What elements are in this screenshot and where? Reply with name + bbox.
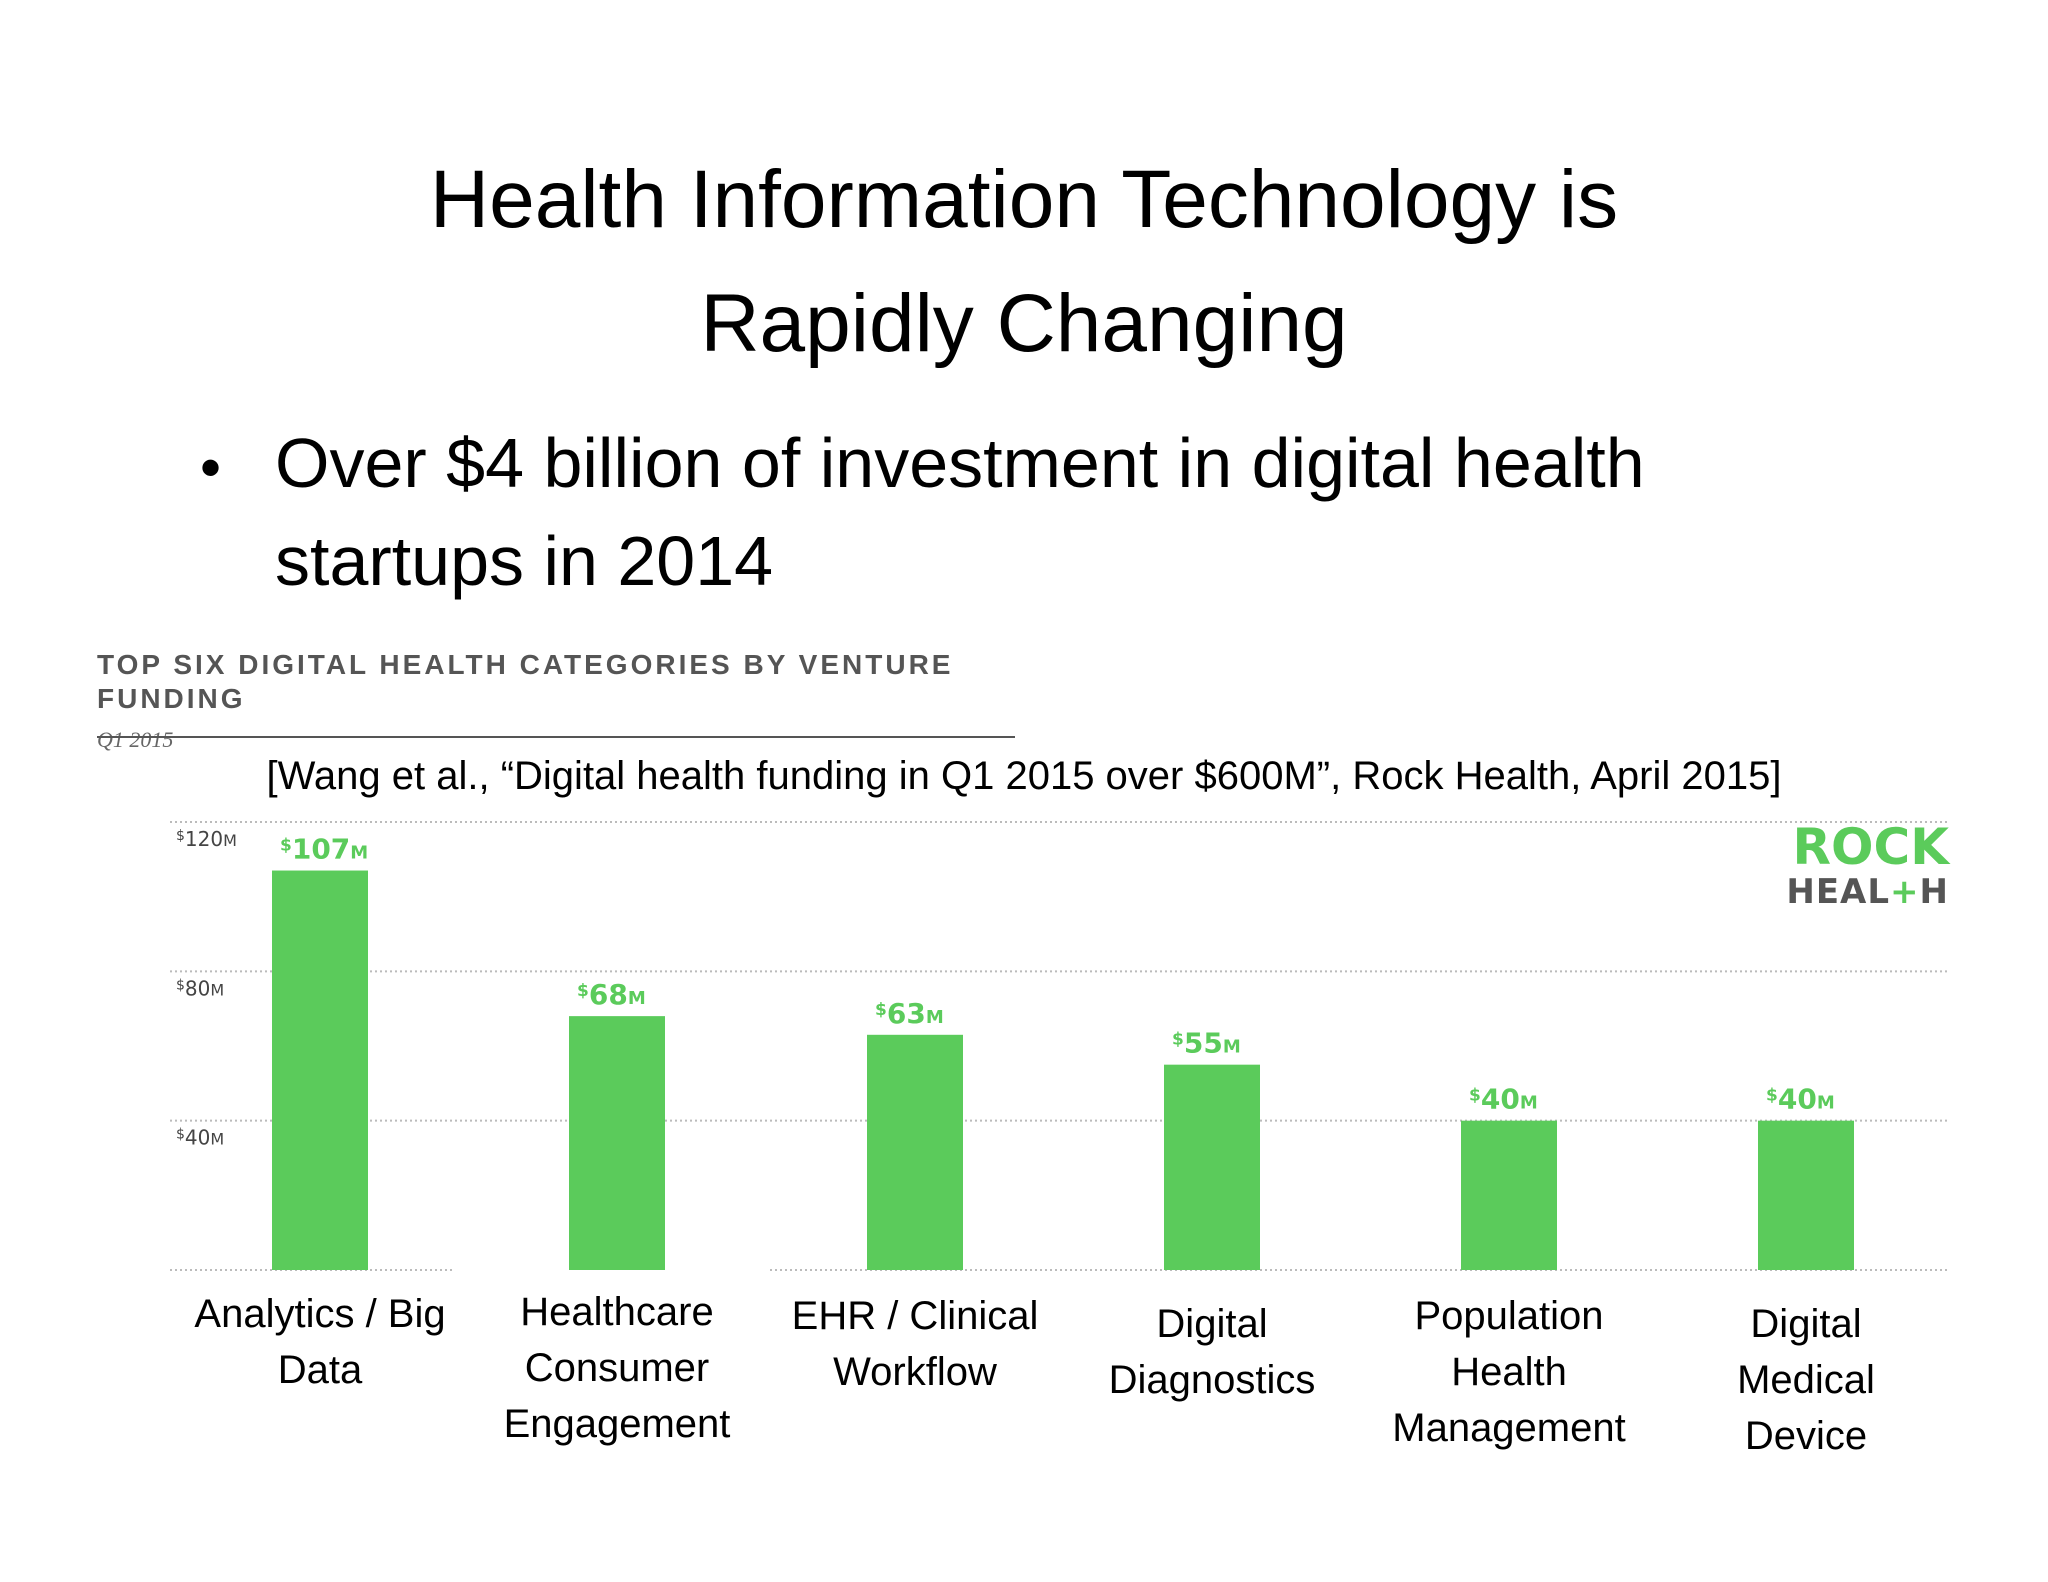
bar-2 [867,1034,963,1270]
x-axis-category-label: Analytics / Big Data [194,1292,446,1392]
bar-5 [1758,1120,1854,1270]
bullet-point: • Over $4 billion of investment in digit… [200,414,1860,610]
x-axis-category-label: EHR / Clinical Workflow [791,1294,1039,1394]
bar-value-label: $68M [577,978,646,1011]
logo-rock-text: ROCK [1792,818,1949,876]
bar-4 [1461,1120,1557,1270]
slide-title-line-2: Rapidly Changing [700,278,1348,369]
bar-value-label: $107M [280,833,368,866]
bar-1 [569,1016,665,1270]
bar-value-label: $40M [1469,1083,1538,1116]
logo-plus-icon: + [1890,872,1920,912]
logo-health-part-2: H [1919,872,1949,912]
chart-subtitle: Q1 2015 [97,727,174,752]
chart-bars [272,870,1854,1270]
bar-value-label: $63M [875,997,944,1030]
y-tick-label: $80M [176,976,224,1000]
x-axis-category-label: Population Health Management [1392,1294,1626,1450]
x-axis-category-label: Digital Medical Device [1737,1302,1875,1458]
bar-3 [1164,1064,1260,1270]
chart-header-divider [97,736,1015,738]
logo-health-part-1: HEAL [1786,872,1891,912]
slide-title-line-1: Health Information Technology is [429,154,1619,245]
bar-chart: $40M $80M $120M $107M $68M $63M $55M $40M $40M [170,821,1950,1271]
bar-0 [272,870,368,1270]
y-tick-label: $40M [176,1126,224,1150]
slide-title: Health Information Technology is Rapidly… [0,138,2048,386]
chart-value-labels: $107M $68M $63M $55M $40M $40M [280,833,1835,1116]
chart-header: TOP SIX DIGITAL HEALTH CATEGORIES BY VEN… [97,648,1015,754]
x-axis-category-label: Healthcare Consumer Engagement [503,1290,731,1446]
chart-title: TOP SIX DIGITAL HEALTH CATEGORIES BY VEN… [97,649,954,714]
bar-value-label: $40M [1766,1083,1835,1116]
bullet-text: Over $4 billion of investment in digital… [275,424,1645,600]
y-tick-label: $120M [176,827,237,851]
bullet-icon: • [200,434,222,501]
x-axis-category-label: Digital Diagnostics [1108,1302,1316,1402]
chart-gridlines [170,821,1950,1271]
logo-health-text: HEAL+H [1786,872,1949,912]
citation: [Wang et al., “Digital health funding in… [266,754,1782,798]
y-axis-ticks: $40M $80M $120M [176,827,237,1150]
rock-health-logo: ROCK HEAL+H [1786,822,1949,912]
bar-value-label: $55M [1172,1027,1241,1060]
